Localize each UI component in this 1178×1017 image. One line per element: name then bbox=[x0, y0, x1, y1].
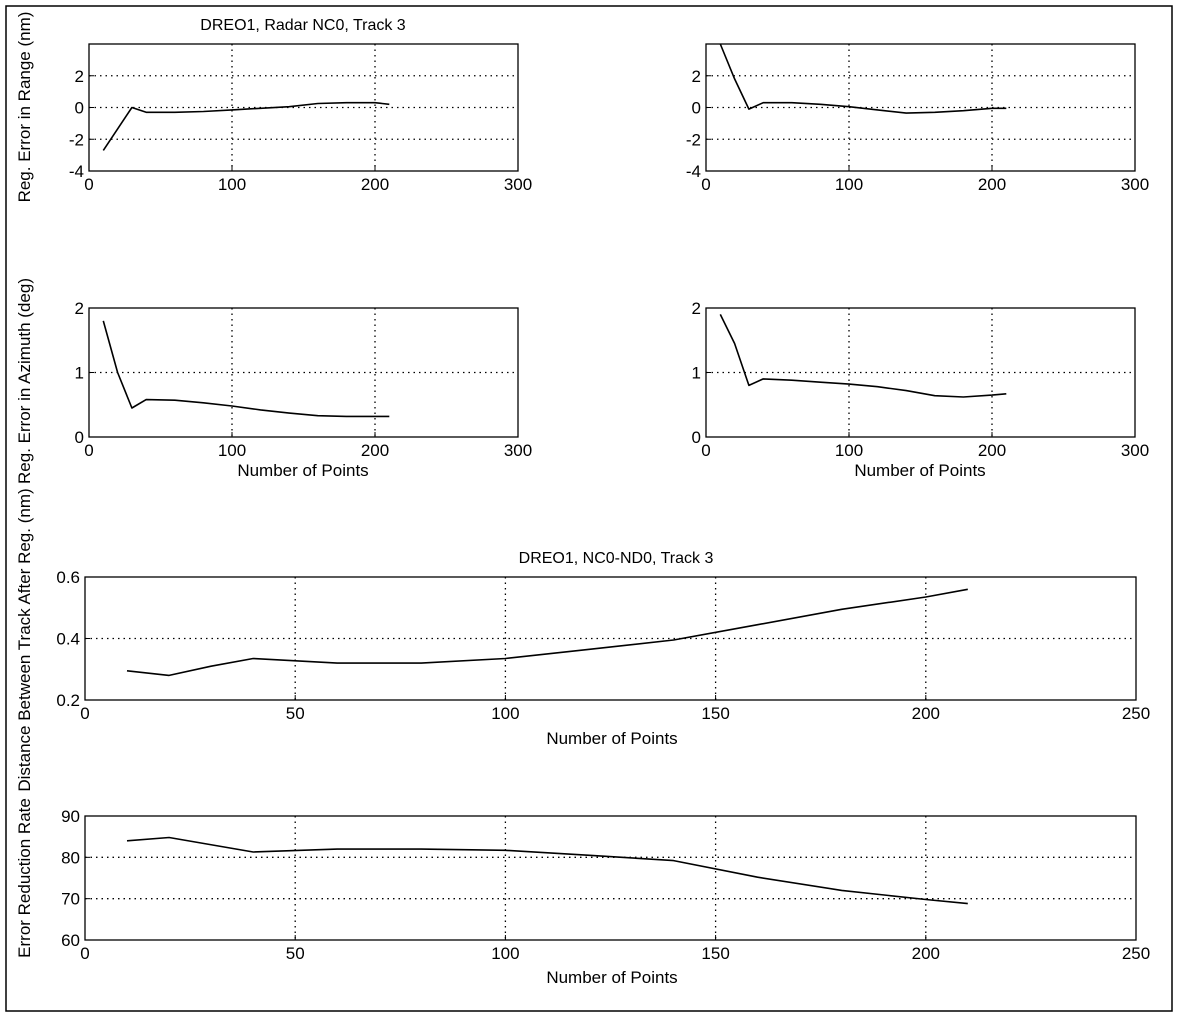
y-tick-label: 70 bbox=[61, 890, 80, 909]
y-axis-label: Distance Between Track After Reg. (nm) bbox=[15, 488, 34, 791]
chart-panel-azimuth-left: Number of Points Reg. Error in Azimuth (… bbox=[15, 278, 532, 484]
x-axis-label: Number of Points bbox=[546, 968, 677, 987]
x-tick-label: 100 bbox=[218, 441, 246, 460]
x-tick-label: 0 bbox=[84, 441, 93, 460]
chart-panel-error-reduction: Number of Points Error Reduction Rate 0 5… bbox=[15, 798, 1150, 987]
x-tick-label: 200 bbox=[978, 441, 1006, 460]
series-line bbox=[102, 320, 390, 418]
y-tick-label: 2 bbox=[75, 67, 84, 86]
chart-panel-azimuth-right: Number of Points 0 100 200 300 0 1 2 bbox=[692, 299, 1150, 480]
x-tick-label: 50 bbox=[286, 704, 305, 723]
y-tick-label: 60 bbox=[61, 931, 80, 950]
x-tick-label: 300 bbox=[1121, 175, 1149, 194]
y-tick-label: -4 bbox=[686, 162, 701, 181]
x-tick-label: 100 bbox=[491, 944, 519, 963]
y-axis-label: Reg. Error in Azimuth (deg) bbox=[15, 278, 34, 484]
x-tick-label: 300 bbox=[1121, 441, 1149, 460]
x-tick-label: 250 bbox=[1122, 944, 1150, 963]
chart-panel-range-right: 0 100 200 300 -4 -2 0 2 bbox=[686, 43, 1149, 194]
chart-panel-range-left: DREO1, Radar NC0, Track 3 Reg. Error in … bbox=[15, 12, 532, 203]
x-axis-label: Number of Points bbox=[854, 461, 985, 480]
x-tick-label: 100 bbox=[491, 704, 519, 723]
y-tick-label: 0 bbox=[75, 428, 84, 447]
series-line bbox=[126, 836, 968, 905]
y-tick-label: 90 bbox=[61, 807, 80, 826]
y-tick-label: 80 bbox=[61, 848, 80, 867]
y-axis-label: Reg. Error in Range (nm) bbox=[15, 12, 34, 203]
y-tick-label: 0.2 bbox=[56, 691, 80, 710]
x-tick-label: 300 bbox=[504, 441, 532, 460]
x-tick-label: 200 bbox=[361, 175, 389, 194]
series-line bbox=[126, 588, 968, 677]
y-tick-label: 1 bbox=[692, 364, 701, 383]
chart-title: DREO1, NC0-ND0, Track 3 bbox=[519, 550, 714, 567]
x-tick-label: 150 bbox=[701, 944, 729, 963]
y-tick-label: 0.6 bbox=[56, 568, 80, 587]
x-tick-label: 100 bbox=[218, 175, 246, 194]
x-tick-label: 100 bbox=[835, 441, 863, 460]
x-tick-label: 200 bbox=[978, 175, 1006, 194]
chart-title: DREO1, Radar NC0, Track 3 bbox=[200, 17, 406, 34]
x-tick-label: 200 bbox=[361, 441, 389, 460]
y-tick-label: 0 bbox=[75, 99, 84, 118]
y-tick-label: -2 bbox=[686, 130, 701, 149]
y-tick-label: 2 bbox=[692, 67, 701, 86]
y-tick-label: 2 bbox=[75, 299, 84, 318]
plot-area bbox=[84, 576, 1137, 701]
y-tick-label: 2 bbox=[692, 299, 701, 318]
x-tick-label: 0 bbox=[80, 704, 89, 723]
x-tick-label: 0 bbox=[701, 441, 710, 460]
x-tick-label: 100 bbox=[835, 175, 863, 194]
plot-area bbox=[84, 815, 1137, 941]
x-tick-label: 50 bbox=[286, 944, 305, 963]
series-line bbox=[719, 314, 1007, 398]
series-line bbox=[719, 43, 1007, 114]
chart-panel-track-distance: DREO1, NC0-ND0, Track 3 Number of Points… bbox=[15, 488, 1150, 791]
x-tick-label: 0 bbox=[701, 175, 710, 194]
x-tick-label: 150 bbox=[701, 704, 729, 723]
x-axis-label: Number of Points bbox=[546, 729, 677, 748]
y-tick-label: 1 bbox=[75, 364, 84, 383]
y-tick-label: 0 bbox=[692, 428, 701, 447]
x-tick-label: 200 bbox=[912, 704, 940, 723]
figure-border bbox=[5, 5, 1173, 1012]
y-tick-label: -2 bbox=[69, 130, 84, 149]
y-tick-label: -4 bbox=[69, 162, 84, 181]
x-tick-label: 300 bbox=[504, 175, 532, 194]
y-axis-label: Error Reduction Rate bbox=[15, 798, 34, 958]
y-tick-label: 0.4 bbox=[56, 630, 80, 649]
y-tick-label: 0 bbox=[692, 99, 701, 118]
x-axis-label: Number of Points bbox=[237, 461, 368, 480]
x-tick-label: 0 bbox=[80, 944, 89, 963]
x-tick-label: 200 bbox=[912, 944, 940, 963]
series-line bbox=[102, 101, 390, 151]
x-tick-label: 0 bbox=[84, 175, 93, 194]
x-tick-label: 250 bbox=[1122, 704, 1150, 723]
